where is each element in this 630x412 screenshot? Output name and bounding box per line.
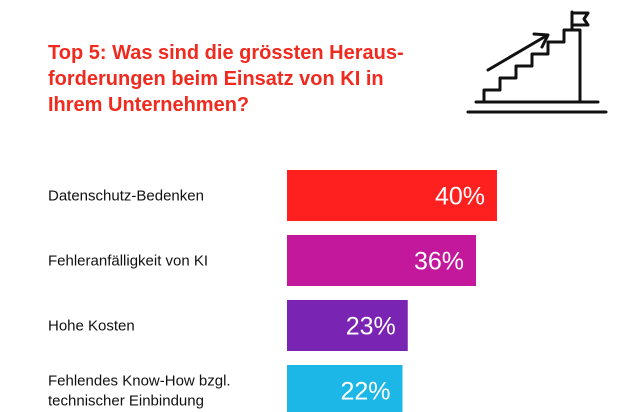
chart-title-line-2: forderungen beim Einsatz von KI in <box>48 68 384 90</box>
category-label-4-line-2: technischer Einbindung <box>48 393 204 410</box>
category-label-3: Hohe Kosten <box>48 318 135 335</box>
chart-title-line-1: Top 5: Was sind die grössten Heraus- <box>48 42 404 64</box>
bar-4 <box>287 365 403 412</box>
stairs-with-flag-and-arrow-icon <box>466 10 608 114</box>
chart-title-line-3: Ihrem Unternehmen? <box>48 94 250 116</box>
category-label-1: Datenschutz-Bedenken <box>48 188 204 205</box>
bar-2 <box>287 235 476 286</box>
bar-3 <box>287 300 408 351</box>
bar-value-label-2: 36% <box>414 248 464 276</box>
category-label-4-line-1: Fehlendes Know-How bzgl. <box>48 373 231 390</box>
bar-value-label-3: 23% <box>346 313 396 341</box>
bar-value-label-4: 22% <box>340 378 390 406</box>
bar-value-label-1: 40% <box>435 183 485 211</box>
chart-title: Top 5: Was sind die grössten Heraus- for… <box>48 40 448 118</box>
bar-1 <box>287 170 497 221</box>
category-label-2: Fehleranfälligkeit von KI <box>48 253 208 270</box>
